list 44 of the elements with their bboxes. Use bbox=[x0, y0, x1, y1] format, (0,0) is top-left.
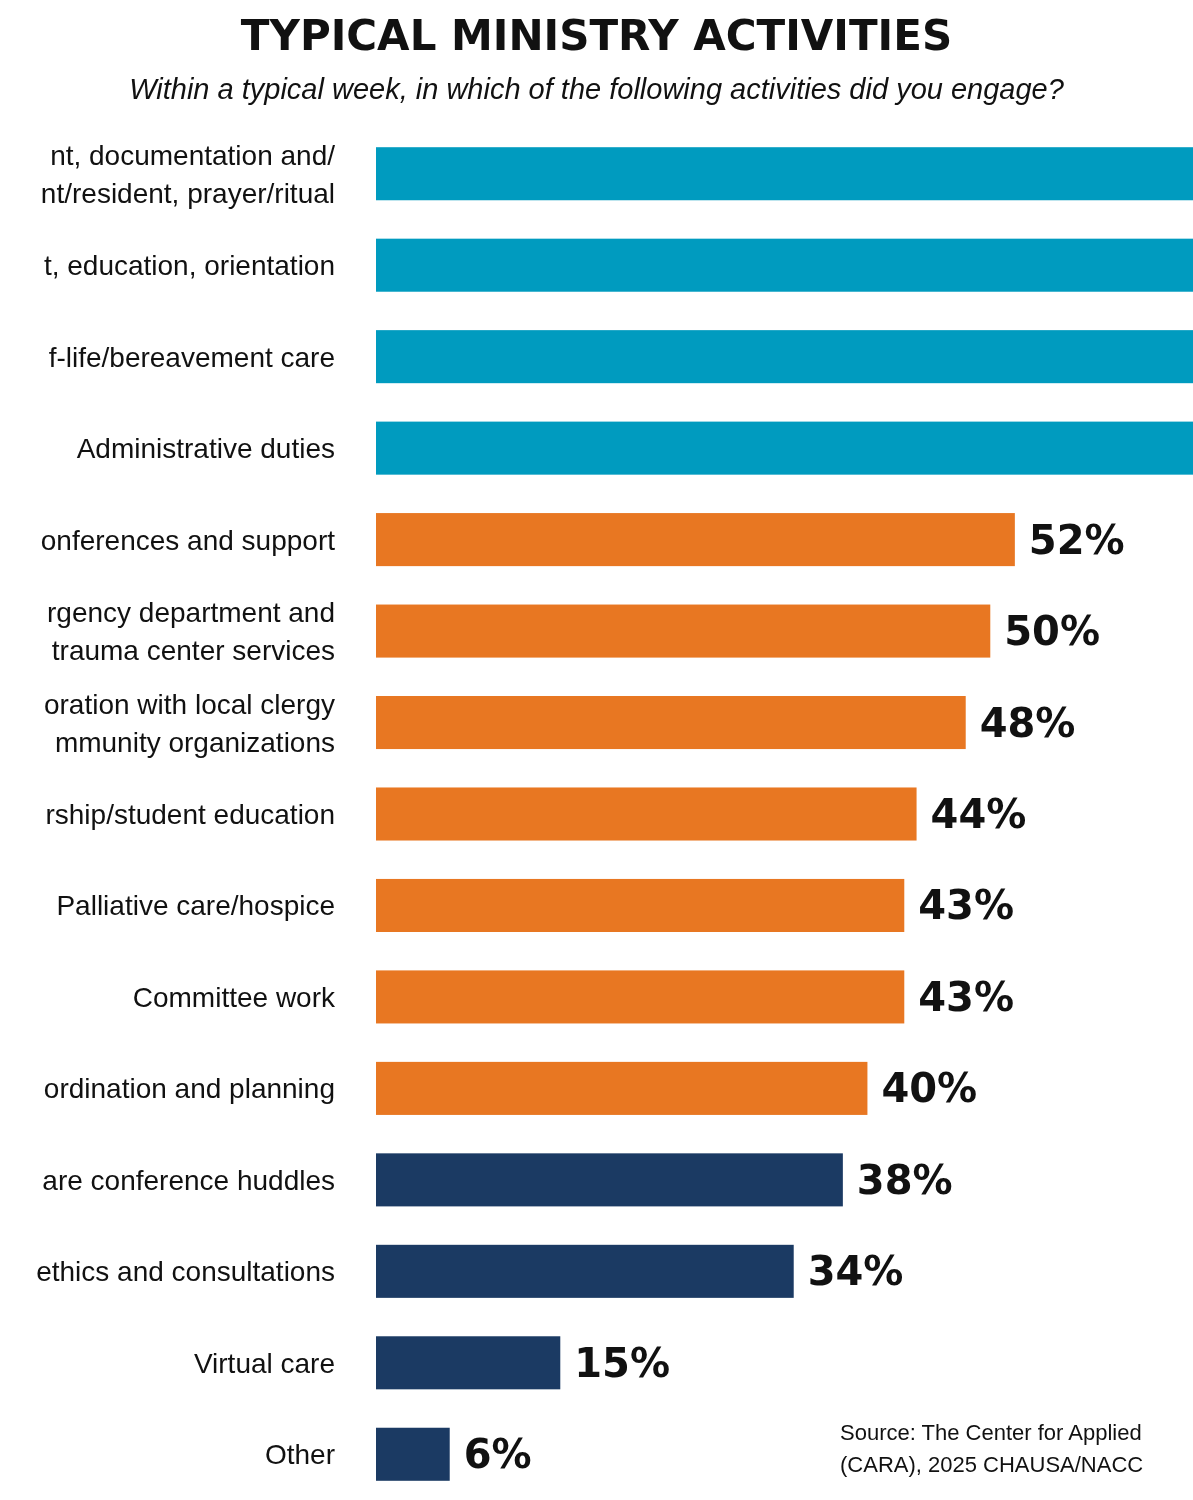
y-tick-label: f-life/bereavement care bbox=[48, 341, 335, 373]
data-label: 48% bbox=[979, 699, 1076, 746]
data-label: 44% bbox=[930, 791, 1027, 837]
data-label: 15% bbox=[574, 1339, 671, 1386]
y-tick-label: nt, documentation and/ nt/resident, prayer/ritual bbox=[40, 139, 336, 209]
data-label: 40% bbox=[881, 1065, 978, 1112]
bar bbox=[376, 696, 966, 750]
data-label: 6% bbox=[463, 1431, 532, 1478]
bar bbox=[376, 604, 991, 658]
bar bbox=[376, 1427, 450, 1481]
y-tick-label: Committee work bbox=[132, 981, 336, 1013]
annotation: Source: The Center for Applied (CARA), 2025 CHAUSA/NACC bbox=[840, 1420, 1144, 1477]
y-tick-label: ordination and planning bbox=[43, 1072, 335, 1104]
chart-title: TYPICAL MINISTRY ACTIVITIES bbox=[240, 10, 953, 60]
y-tick-label: Administrative duties bbox=[76, 432, 335, 464]
y-tick-label: oration with local clergy mmunity organizations bbox=[43, 688, 335, 758]
y-tick-label: Palliative care/hospice bbox=[56, 889, 335, 921]
y-tick-label: are conference huddles bbox=[42, 1164, 335, 1196]
bar bbox=[376, 1061, 868, 1115]
data-label: 34% bbox=[807, 1248, 904, 1295]
bar bbox=[376, 878, 905, 932]
bar bbox=[376, 513, 1015, 567]
y-tick-label: Other bbox=[264, 1438, 335, 1470]
y-tick-label: rgency department and trauma center services bbox=[44, 596, 335, 666]
data-label: 43% bbox=[918, 973, 1015, 1020]
y-tick-label: t, education, orientation bbox=[43, 249, 335, 281]
bar bbox=[376, 787, 917, 841]
bar bbox=[376, 970, 905, 1024]
data-label: 50% bbox=[1004, 608, 1101, 655]
bar bbox=[376, 147, 1193, 201]
bar bbox=[376, 330, 1193, 384]
data-label: 52% bbox=[1028, 516, 1125, 563]
chart-subtitle: Within a typical week, in which of the following activities did you engage? bbox=[129, 73, 1065, 105]
bar bbox=[376, 1153, 843, 1207]
bar bbox=[376, 421, 1193, 475]
y-tick-label: Virtual care bbox=[193, 1347, 335, 1379]
y-tick-label: onferences and support bbox=[40, 524, 336, 556]
y-tick-label: ethics and consultations bbox=[36, 1255, 335, 1287]
data-label: 43% bbox=[918, 882, 1015, 929]
bar bbox=[376, 1244, 794, 1298]
data-label: 38% bbox=[856, 1156, 953, 1203]
y-tick-label: rship/student education bbox=[45, 798, 335, 830]
bar bbox=[376, 1336, 561, 1390]
bar bbox=[376, 238, 1193, 292]
